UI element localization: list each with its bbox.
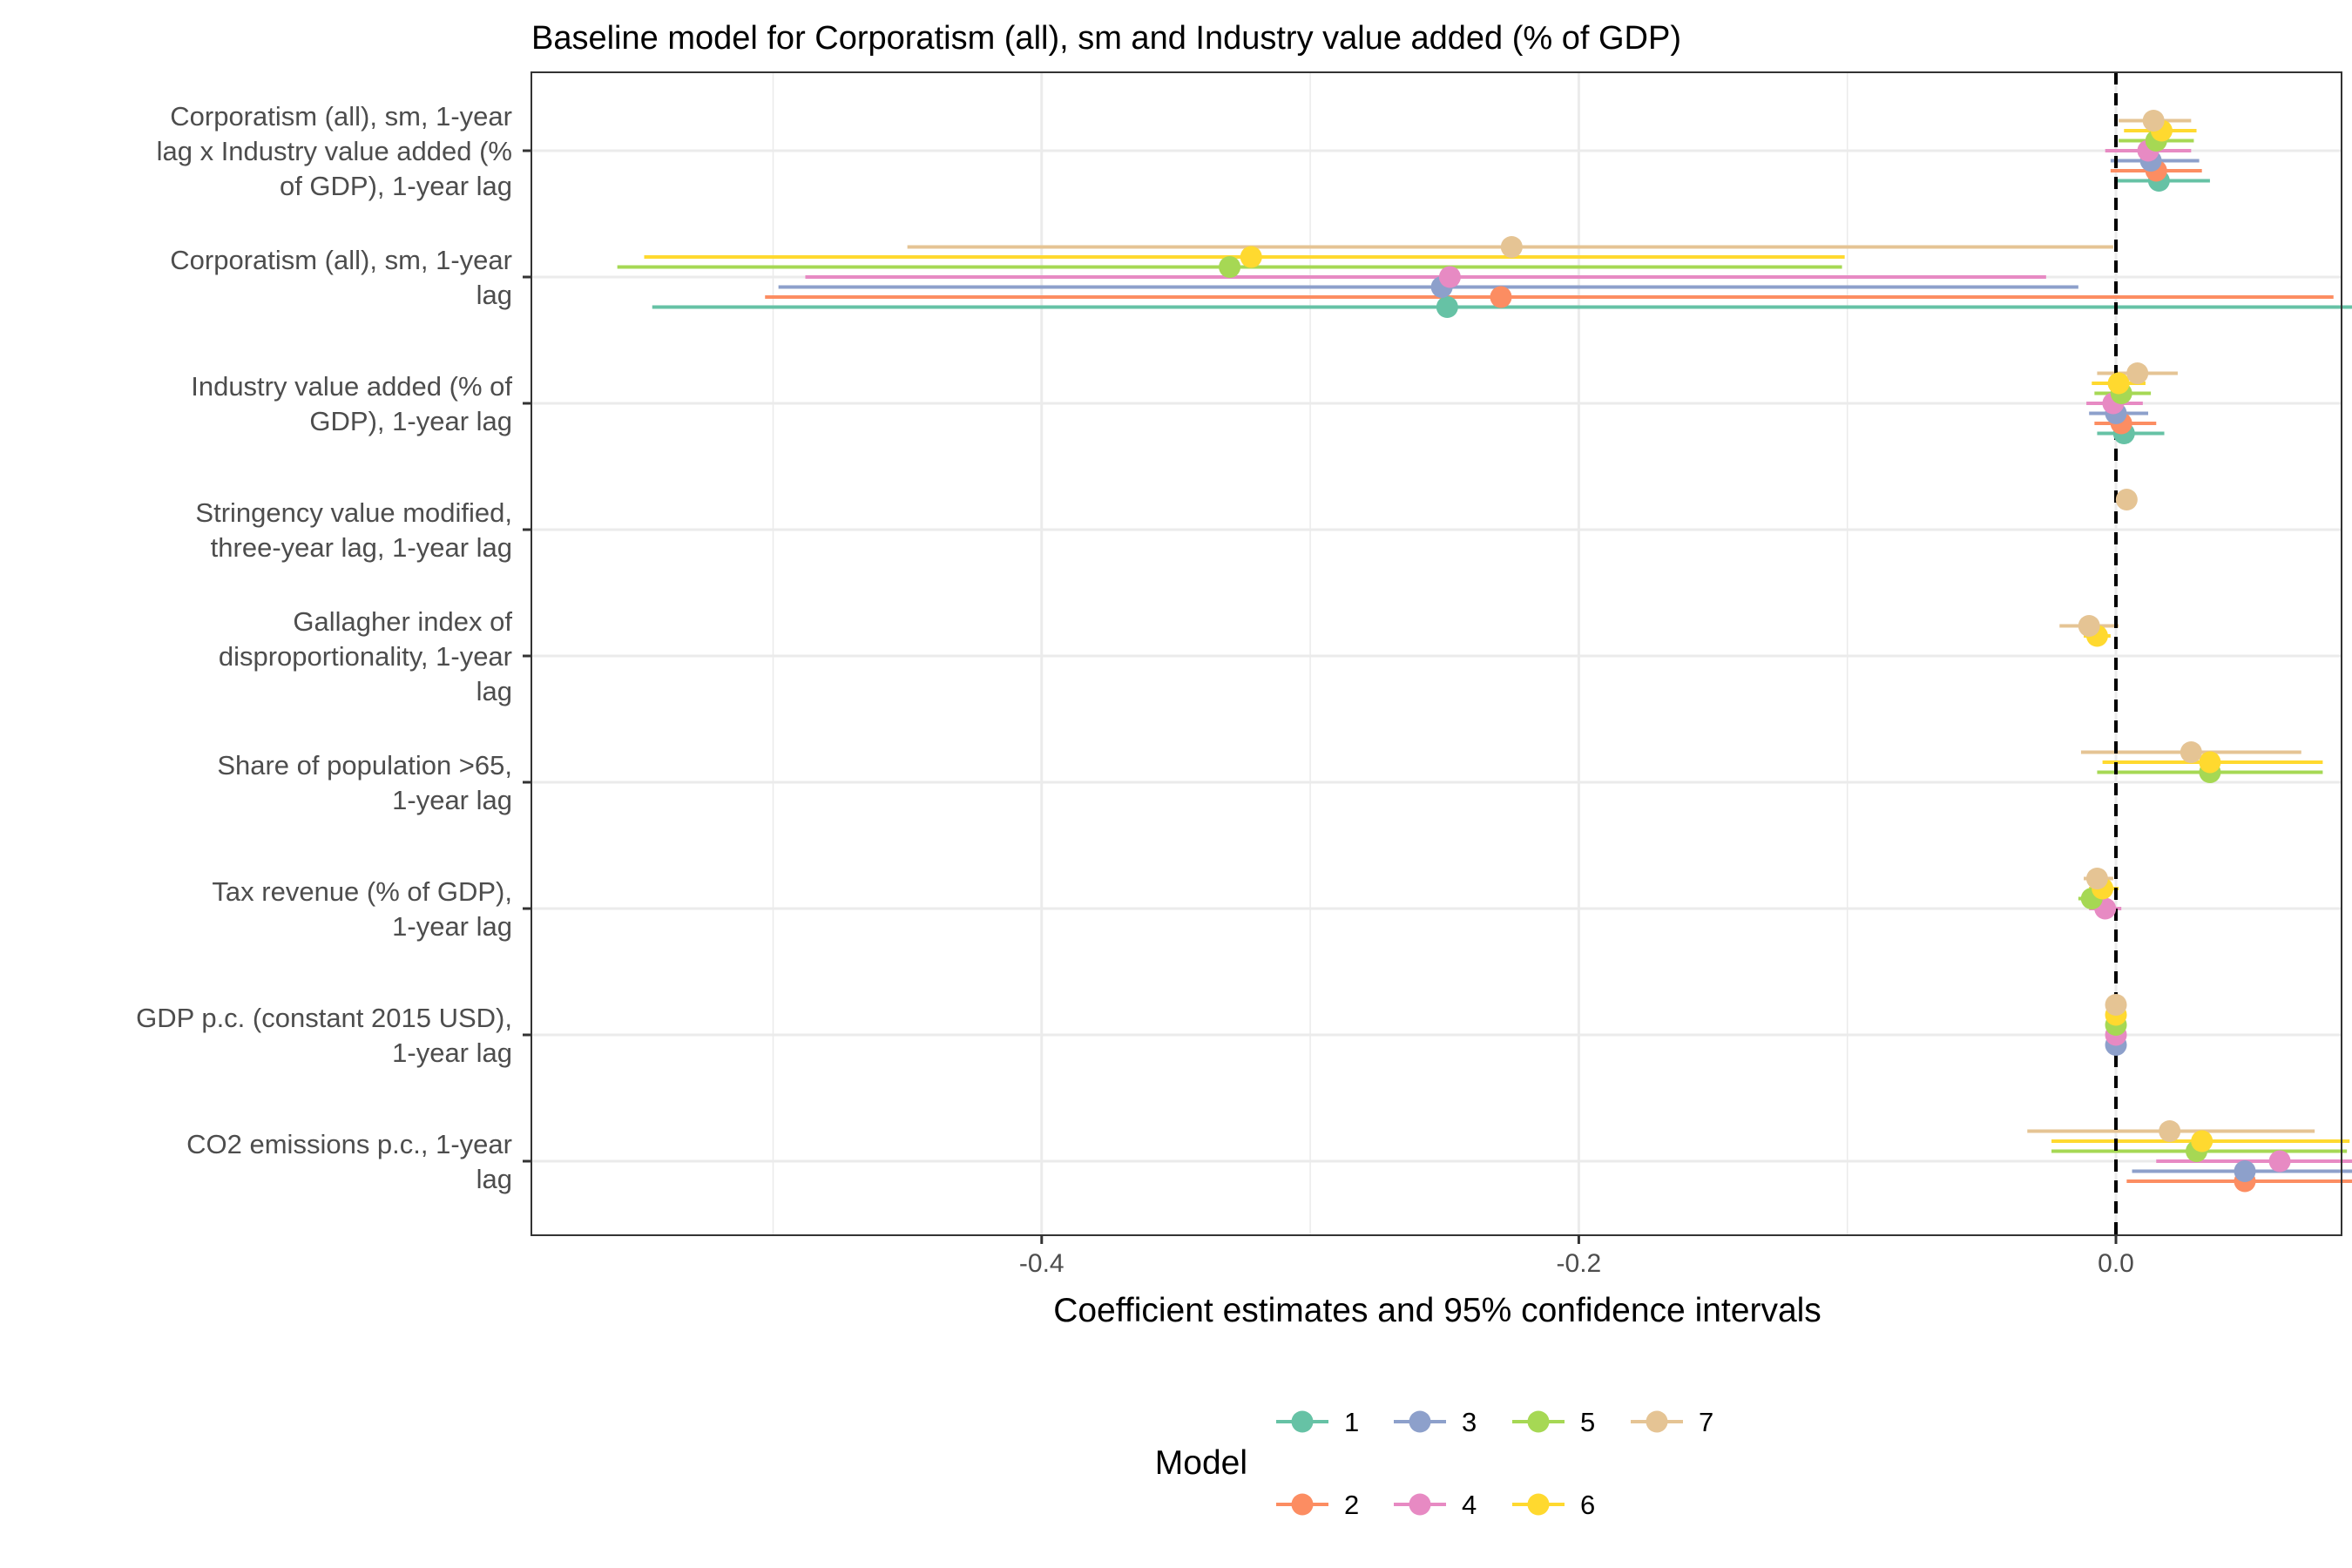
y-tick-label-line: CO2 emissions p.c., 1-year [186,1129,512,1159]
legend-label: 4 [1462,1490,1477,1520]
point-model-7 [2142,110,2165,132]
y-tick-label-line: of GDP), 1-year lag [280,171,512,201]
legend-key-point [1527,1493,1550,1516]
legend-key-point [1291,1410,1314,1433]
point-model-4 [1438,266,1461,288]
point-model-3 [2234,1160,2256,1182]
y-tick-label-line: Industry value added (% of [191,371,512,402]
point-model-6 [2191,1130,2213,1152]
y-tick-label-line: three-year lag, 1-year lag [211,532,512,563]
y-tick-label: Share of population >65, 1-year lag [217,750,512,815]
point-model-7 [2078,615,2100,637]
y-tick-label-line: Corporatism (all), sm, 1-year [170,245,512,275]
y-tick-label: Corporatism (all), sm, 1-year lag [170,245,512,310]
point-model-6 [2107,372,2130,395]
y-tick-label-line: 1-year lag [392,1037,512,1068]
point-model-4 [2268,1150,2291,1173]
point-model-6 [1240,246,1262,268]
y-tick-label-line: GDP), 1-year lag [309,406,512,436]
y-tick-label-line: lag x Industry value added (% [157,136,512,166]
legend-item-1: 1 [1276,1407,1359,1437]
legend-label: 6 [1580,1490,1595,1520]
legend-item-3: 3 [1394,1407,1477,1437]
point-model-6 [2199,751,2221,774]
y-tick-label-line: Share of population >65, [217,750,512,781]
y-tick-label: CO2 emissions p.c., 1-year lag [186,1129,512,1194]
legend-label: 3 [1462,1407,1477,1437]
y-tick-label-line: Gallagher index of [293,606,512,637]
point-model-7 [2159,1120,2181,1142]
legend-item-2: 2 [1276,1490,1359,1520]
y-tick-label-line: lag [476,676,512,706]
legend-key-point [1646,1410,1668,1433]
x-axis-label: Coefficient estimates and 95% confidence… [1053,1292,1821,1329]
y-tick-label: Stringency value modified, three-year lag… [195,497,512,563]
y-tick-label: Corporatism (all), sm, 1-year lag x Indus… [157,101,512,201]
point-model-7 [2085,868,2108,889]
x-axis: -0.4 -0.2 0.0 [1019,1235,2134,1278]
plot-panel-border [531,71,2342,1236]
point-model-7 [1500,236,1523,258]
legend-key-point [1291,1493,1314,1516]
y-tick-label-line: Corporatism (all), sm, 1-year [170,101,512,132]
point-model-7 [2115,489,2138,510]
legend-label: 1 [1344,1407,1359,1437]
legend-title: Model [1155,1444,1247,1482]
legend-label: 7 [1699,1407,1713,1437]
y-tick-label-line: lag [476,1164,512,1194]
point-model-7 [2105,994,2127,1016]
legend-item-6: 6 [1512,1490,1595,1520]
legend-key-point [1409,1410,1431,1433]
y-tick-label-line: Tax revenue (% of GDP), [212,876,512,907]
y-axis: Corporatism (all), sm, 1-year lag x Indus… [136,101,531,1194]
y-tick-label-line: 1-year lag [392,785,512,815]
legend-label: 5 [1580,1407,1595,1437]
legend-item-5: 5 [1512,1407,1595,1437]
y-tick-label-line: disproportionality, 1-year [219,641,512,672]
x-tick-label: 0.0 [2098,1249,2134,1278]
point-model-7 [2180,741,2202,763]
legend-key-point [1409,1493,1431,1516]
y-tick-label-line: lag [476,280,512,310]
estimate-points [1219,110,2291,1193]
y-tick-label-line: 1-year lag [392,911,512,942]
point-model-7 [2126,362,2149,384]
legend-label: 2 [1344,1490,1359,1520]
point-model-1 [1436,296,1458,318]
y-tick-label-line: GDP p.c. (constant 2015 USD), [136,1003,512,1033]
y-tick-label: Industry value added (% of GDP), 1-year l… [191,371,512,436]
y-tick-label: Tax revenue (% of GDP), 1-year lag [212,876,512,942]
legend: Model 1 2 3 4 5 6 7 [1155,1407,1713,1520]
y-tick-label-line: Stringency value modified, [195,497,512,528]
y-tick-label: Gallagher index of disproportionality, 1-… [219,606,513,706]
point-model-5 [1219,256,1241,278]
x-tick-label: -0.2 [1557,1249,1602,1278]
legend-item-7: 7 [1631,1407,1713,1437]
point-model-2 [1490,286,1512,308]
legend-item-4: 4 [1394,1490,1477,1520]
legend-key-point [1527,1410,1550,1433]
y-tick-label: GDP p.c. (constant 2015 USD), 1-year lag [136,1003,512,1068]
confidence-intervals [617,118,2352,1183]
chart-title: Baseline model for Corporatism (all), sm… [531,20,1681,57]
x-tick-label: -0.4 [1019,1249,1064,1278]
